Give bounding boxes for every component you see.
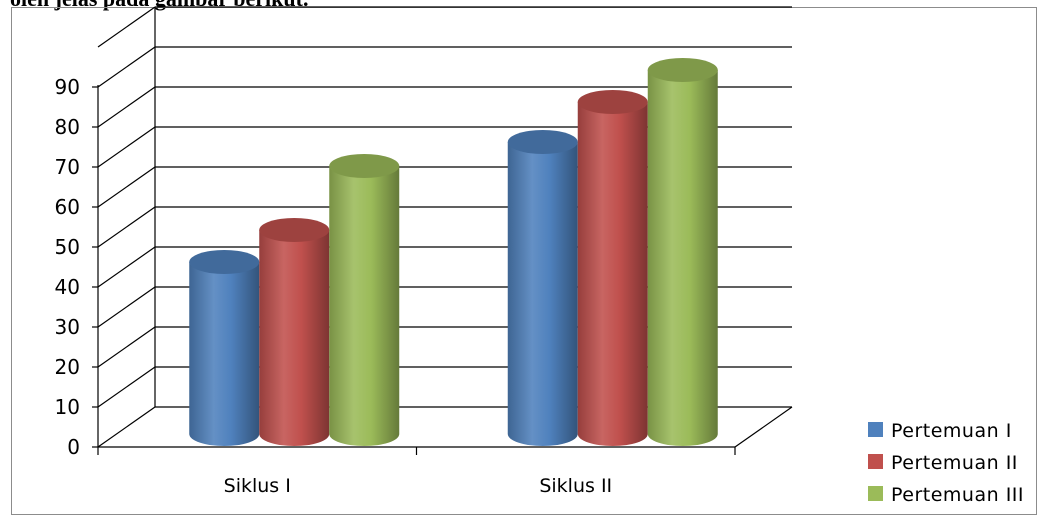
gridline-diagonal xyxy=(97,326,156,368)
bar-cylinder xyxy=(647,58,718,446)
gridline-diagonal xyxy=(97,6,156,48)
floor-right-edge xyxy=(734,406,793,448)
legend-label: Pertemuan I xyxy=(891,420,1012,442)
y-tick-label: 10 xyxy=(55,395,80,419)
bar-body xyxy=(189,262,260,446)
y-tick-labels: 0 10 20 30 40 50 60 70 80 90 xyxy=(55,75,80,459)
y-tick-label: 70 xyxy=(55,155,80,179)
bar-cylinder xyxy=(507,130,578,446)
gridline-diagonal xyxy=(97,286,156,328)
bar-top xyxy=(329,154,400,178)
bar-top xyxy=(647,58,718,82)
y-tick-label: 90 xyxy=(55,75,80,99)
y-tick-label: 30 xyxy=(55,315,80,339)
bar-body xyxy=(329,166,400,446)
category-labels: Siklus I Siklus II xyxy=(224,475,613,497)
bar-top xyxy=(507,130,578,154)
caption-text: oleh jelas pada gambar berikut. xyxy=(10,0,308,12)
bars xyxy=(189,58,718,446)
bar-body xyxy=(577,102,648,446)
gridline-diagonal xyxy=(97,366,156,408)
bar-body xyxy=(259,230,330,446)
y-tick-label: 50 xyxy=(55,235,80,259)
bar-cylinder xyxy=(577,90,648,446)
legend: Pertemuan I Pertemuan II Pertemuan III xyxy=(868,420,1024,506)
bar-top xyxy=(577,90,648,114)
y-tick-label: 20 xyxy=(55,355,80,379)
bar-cylinder xyxy=(189,250,260,446)
y-tick-label: 0 xyxy=(67,435,80,459)
axes xyxy=(92,7,793,455)
bar-top xyxy=(189,250,260,274)
bar-cylinder xyxy=(259,218,330,446)
bar-cylinder xyxy=(329,154,400,446)
y-tick-label: 60 xyxy=(55,195,80,219)
category-label: Siklus I xyxy=(224,475,291,497)
gridline-diagonal xyxy=(97,246,156,288)
gridline-diagonal xyxy=(97,46,156,88)
gridline-diagonal xyxy=(97,166,156,208)
bar-body xyxy=(507,142,578,446)
gridline-diagonal xyxy=(97,206,156,248)
legend-label: Pertemuan III xyxy=(891,484,1024,506)
y-tick-label: 80 xyxy=(55,115,80,139)
legend-swatch xyxy=(868,486,883,501)
floor-left-edge xyxy=(97,406,156,448)
legend-swatch xyxy=(868,422,883,437)
gridline-diagonal xyxy=(97,86,156,128)
bar-top xyxy=(259,218,330,242)
y-tick-label: 40 xyxy=(55,275,80,299)
gridline-diagonal xyxy=(97,126,156,168)
category-label: Siklus II xyxy=(539,475,612,497)
bar-body xyxy=(647,70,718,446)
legend-swatch xyxy=(868,454,883,469)
legend-label: Pertemuan II xyxy=(891,452,1018,474)
